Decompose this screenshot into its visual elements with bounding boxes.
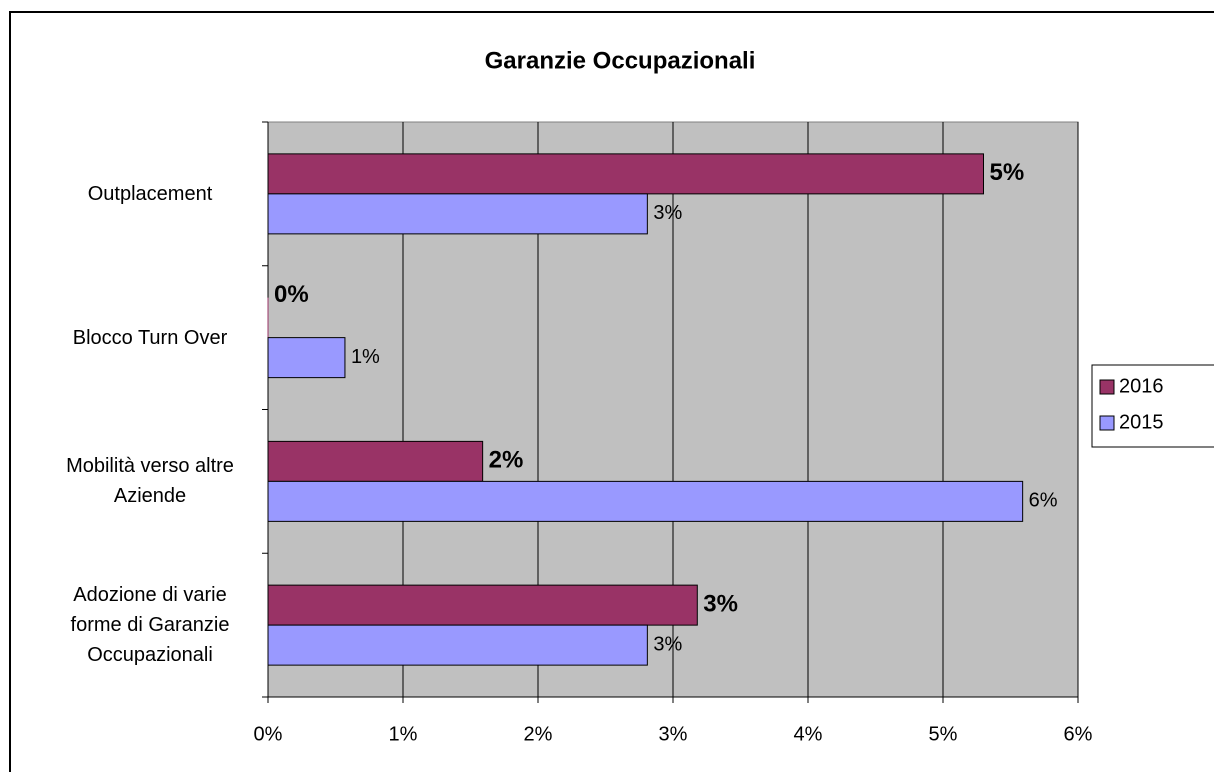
chart-title: Garanzie Occupazionali: [485, 47, 756, 74]
x-tick-label: 6%: [1064, 723, 1093, 745]
value-label: 5%: [990, 159, 1025, 186]
value-label: 3%: [703, 590, 738, 617]
legend-swatch: [1099, 415, 1115, 431]
x-tick-label: 1%: [389, 723, 418, 745]
x-tick-label: 4%: [794, 723, 823, 745]
value-label: 0%: [274, 281, 309, 308]
bar: [267, 193, 648, 235]
x-tick-label: 5%: [929, 723, 958, 745]
legend-label: 2016: [1119, 375, 1164, 397]
value-label: 3%: [653, 202, 682, 224]
value-label: 1%: [351, 346, 380, 368]
value-label: 3%: [653, 633, 682, 655]
legend-box: [1091, 364, 1214, 448]
bar: [267, 624, 648, 666]
value-label: 2%: [489, 447, 524, 474]
bar: [267, 480, 1024, 522]
y-tick-label: Outplacement: [87, 182, 213, 205]
y-tick-label: Mobilità verso altre Aziende: [66, 455, 234, 508]
value-label: 6%: [1029, 490, 1058, 512]
legend-swatch: [1099, 379, 1115, 395]
y-tick-label: Blocco Turn Over: [72, 326, 228, 349]
bar: [267, 153, 984, 195]
bar: [267, 440, 484, 482]
bar: [267, 337, 346, 379]
x-tick-label: 2%: [524, 723, 553, 745]
y-tick-label: Adozione di varie forme di Garanzie Occu…: [70, 584, 230, 667]
legend-label: 2015: [1119, 411, 1164, 433]
x-tick-label: 0%: [254, 723, 283, 745]
bar: [267, 584, 698, 626]
x-tick-label: 3%: [659, 723, 688, 745]
